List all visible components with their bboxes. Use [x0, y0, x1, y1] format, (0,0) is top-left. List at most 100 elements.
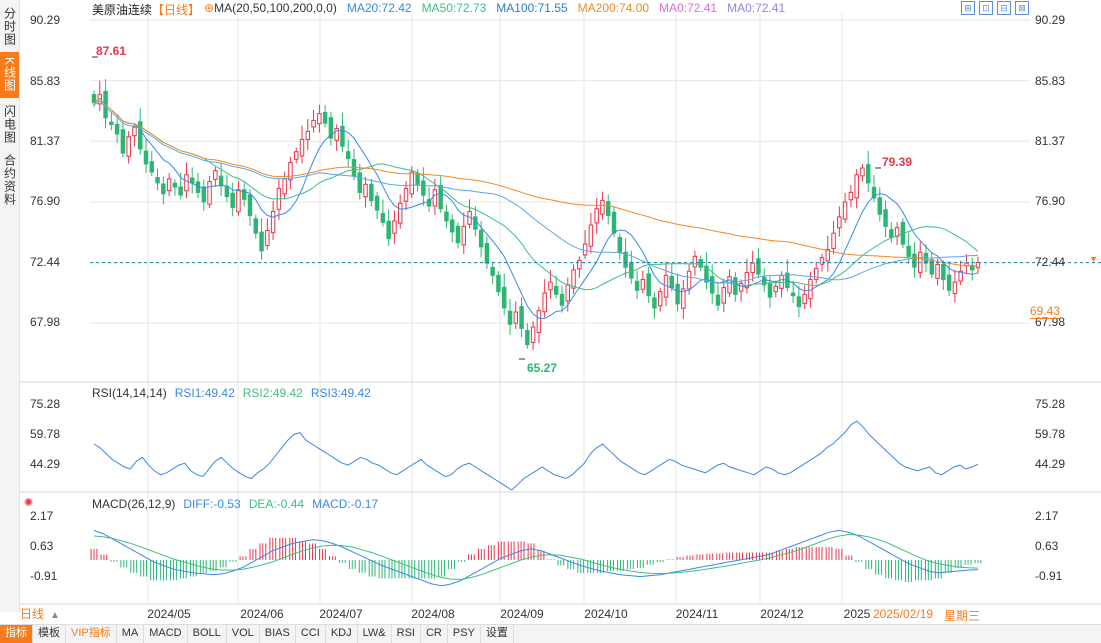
candle-body [317, 113, 322, 125]
tab-kline[interactable]: K线图 [0, 52, 19, 98]
diff-line [93, 529, 979, 587]
indicator-tab[interactable]: 指标 [0, 625, 33, 643]
indicator-tab[interactable]: RSI [392, 625, 421, 643]
candle-body [311, 119, 316, 128]
candle-body [189, 177, 195, 184]
indicator-tab[interactable]: CR [421, 625, 448, 643]
candle-body [490, 266, 495, 276]
candle-body [525, 330, 530, 346]
ma100-value: MA100:71.55 [496, 1, 568, 15]
rsi-params: RSI(14,14,14) [92, 386, 167, 400]
candle-body [634, 280, 640, 291]
candle-body [837, 216, 842, 229]
candle-body [819, 257, 825, 265]
chart-canvas[interactable] [0, 0, 1101, 605]
candle-body [975, 262, 981, 269]
restore-icon[interactable]: ⊡ [979, 1, 993, 15]
candle-body [438, 184, 443, 210]
indicator-tab[interactable]: KDJ [326, 625, 358, 643]
candle-body [594, 208, 599, 224]
rsi-tick-right: 44.29 [1035, 457, 1066, 471]
candle-body [403, 187, 409, 202]
tab-contract-info[interactable]: 合约资料 [2, 154, 17, 206]
indicator-tab[interactable]: VOL [227, 625, 260, 643]
price-tick-right: 85.83 [1035, 74, 1066, 88]
minimize-icon[interactable]: ⊟ [997, 1, 1011, 15]
candle-body [478, 229, 484, 248]
candle-body [293, 151, 299, 160]
diff-value: DIFF:-0.53 [183, 497, 241, 511]
indicator-tab[interactable]: LW& [358, 625, 392, 643]
candle-body [501, 286, 507, 309]
ma20-value: MA20:72.42 [346, 1, 412, 15]
indicator-tab[interactable]: CCI [296, 625, 326, 643]
candle-body [444, 211, 449, 222]
candle-body [681, 288, 686, 309]
candle-body [340, 125, 345, 147]
candle-body [946, 274, 952, 291]
candle-body [259, 231, 264, 252]
current-price-value: 72.44 [1035, 255, 1066, 269]
candle-body [854, 174, 859, 199]
ma0-value-2: MA0:72.41 [727, 1, 786, 15]
tab-time-share[interactable]: 分时图 [2, 6, 17, 46]
rsi-tick-left: 44.29 [30, 457, 61, 471]
candle-body [380, 212, 386, 223]
candle-body [767, 283, 773, 298]
indicator-tab[interactable]: MACD [144, 625, 188, 643]
indicator-tab[interactable]: MA [117, 625, 145, 643]
candle-body [657, 291, 663, 307]
indicator-tab[interactable]: PSY [448, 625, 481, 643]
candle-body [577, 259, 582, 270]
candle-body [357, 172, 363, 193]
candle-body [715, 294, 721, 306]
price-chart-header: 美原油连续 【日线】 ⊕ MA(20,50,100,200,0,0) MA20:… [92, 1, 785, 18]
candle-body [773, 285, 779, 293]
high-label: 87.61 [96, 44, 127, 58]
candle-body [669, 275, 675, 289]
chevron-up-icon: ▲ [50, 610, 60, 621]
candle-body [519, 306, 524, 329]
period-selector-label: 日线 [20, 607, 45, 621]
fullscreen-icon[interactable]: ⊞ [961, 1, 975, 15]
candle-body [548, 281, 553, 291]
candle-body [704, 265, 709, 283]
indicator-tab[interactable]: 设置 [481, 625, 514, 643]
indicator-tab[interactable]: BIAS [260, 625, 296, 643]
candle-body [397, 202, 403, 224]
rsi3-value: RSI3:49.42 [310, 386, 371, 400]
candle-body [692, 255, 698, 268]
candle-body [756, 258, 761, 275]
candle-body [432, 189, 438, 207]
candle-body [883, 209, 888, 227]
macd-target-icon[interactable]: ✺ [24, 497, 34, 509]
candle-body [646, 273, 651, 297]
candle-body [571, 269, 576, 289]
candle-body [109, 121, 114, 126]
candle-body [166, 178, 172, 192]
symbol-title: 美原油连续 [92, 3, 153, 17]
candle-body [605, 201, 611, 217]
candle-body [455, 225, 461, 244]
indicator-tab[interactable]: BOLL [188, 625, 227, 643]
close-panel-icon[interactable]: ⊠ [1015, 1, 1029, 15]
candle-body [617, 237, 623, 253]
settings-icon[interactable]: ⊕ [204, 1, 215, 15]
candle-body [871, 186, 877, 199]
x-tick: 2025 [843, 607, 871, 621]
candle-body [686, 270, 692, 290]
indicator-tab[interactable]: 模板 [33, 625, 66, 643]
candle-body [155, 176, 160, 184]
candle-body [698, 259, 703, 268]
period-label: 【日线】 [152, 3, 201, 17]
candle-body [969, 264, 975, 271]
candle-body [363, 183, 368, 198]
candle-body [733, 277, 738, 295]
x-tick: 2024/11 [675, 607, 719, 621]
macd-tick-right: -0.91 [1035, 569, 1063, 583]
candle-body [236, 189, 241, 213]
indicator-tab[interactable]: VIP指标 [66, 625, 117, 643]
macd-tick-left: 0.63 [30, 539, 54, 553]
period-selector[interactable]: 日线 ▲ [20, 606, 88, 622]
tab-flash[interactable]: 闪电图 [2, 104, 17, 144]
